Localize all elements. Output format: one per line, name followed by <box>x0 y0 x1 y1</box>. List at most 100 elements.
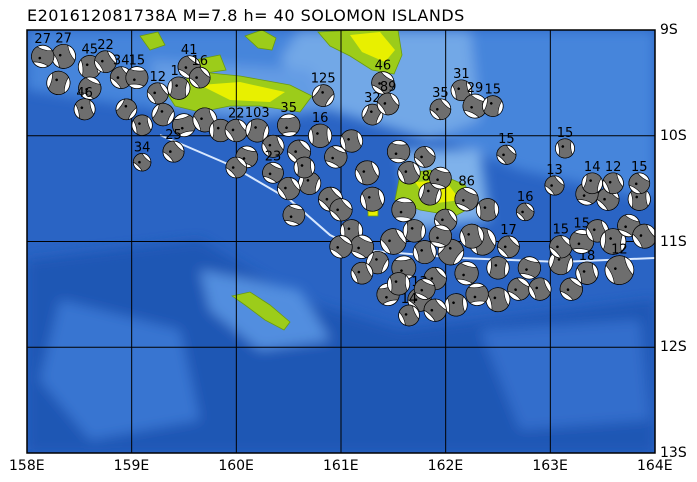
beachball <box>380 228 407 255</box>
beachball <box>434 208 458 232</box>
beachball <box>462 93 488 119</box>
beachball <box>359 186 385 212</box>
latitude-tick-label: 12S <box>660 339 687 356</box>
beachball <box>575 261 599 285</box>
beachball <box>132 152 152 172</box>
beachball <box>402 219 426 243</box>
focal-mechanisms: 2727452234461512154116252210335161253246… <box>31 31 655 327</box>
beachball <box>496 144 517 165</box>
beachball <box>602 172 624 195</box>
beachball <box>324 145 348 169</box>
depth-label: 86 <box>458 175 475 190</box>
beachball <box>528 277 552 301</box>
depth-label: 14 <box>584 160 601 175</box>
beachball <box>51 44 76 69</box>
beachball <box>329 198 353 222</box>
depth-label: 15 <box>631 160 648 175</box>
beachball <box>376 92 400 116</box>
beachball <box>454 187 479 212</box>
beachball <box>311 84 335 107</box>
beachball <box>454 261 479 286</box>
beachball <box>245 118 270 143</box>
beachball <box>554 138 576 159</box>
beachball <box>350 261 374 285</box>
depth-label: 125 <box>311 72 336 87</box>
depth-label: 35 <box>432 86 449 101</box>
depth-label: 16 <box>191 54 208 69</box>
beachball <box>391 197 417 223</box>
depth-label: 17 <box>500 223 517 238</box>
beachball <box>581 172 604 195</box>
beachball <box>397 161 421 185</box>
depth-label: 46 <box>76 86 93 101</box>
depth-label: 15 <box>573 217 590 232</box>
depth-label: 45 <box>82 43 99 58</box>
depth-label: 27 <box>55 31 72 46</box>
beachball <box>475 198 500 222</box>
beachball <box>544 175 565 196</box>
beachball <box>78 76 102 100</box>
beachball <box>167 76 191 100</box>
beachball <box>459 223 485 249</box>
depth-label: 35 <box>280 101 297 116</box>
depth-label: 32 <box>364 91 381 106</box>
depth-label: 12 <box>605 160 622 175</box>
beachball <box>277 113 301 137</box>
latitude-tick-label: 9S <box>660 22 678 38</box>
depth-label: 25 <box>165 128 182 143</box>
depth-label: 22 <box>97 38 114 53</box>
depth-label: 15 <box>485 83 502 98</box>
beachball <box>497 235 520 259</box>
depth-label: 15 <box>553 223 570 238</box>
beachball <box>387 140 411 164</box>
depth-label: 16 <box>312 111 329 126</box>
beachball <box>46 70 71 95</box>
depth-label: 34 <box>113 54 130 69</box>
depth-label: 34 <box>134 140 151 155</box>
beachball <box>599 228 627 255</box>
beachball <box>465 282 489 306</box>
depth-label: 31 <box>453 67 470 82</box>
beachball <box>486 256 510 280</box>
longitude-tick-label: 159E <box>113 458 150 474</box>
map-frame <box>26 29 656 454</box>
depth-label: 29 <box>467 81 484 96</box>
depth-label: 12 <box>150 70 167 85</box>
map-title: E201612081738A M=7.8 h= 40 SOLOMON ISLAN… <box>27 6 465 25</box>
beachball <box>444 293 468 317</box>
beachball <box>277 177 301 201</box>
beachball <box>628 172 651 195</box>
beachball <box>125 66 149 90</box>
beachball <box>293 156 316 179</box>
beachball <box>412 240 437 265</box>
beachball <box>73 98 96 121</box>
beachball <box>188 66 211 89</box>
longitude-tick-label: 161E <box>323 458 359 474</box>
latitude-tick-label: 13S <box>660 445 687 461</box>
depth-label: 23 <box>265 149 282 164</box>
longitude-tick-label: 163E <box>532 458 568 474</box>
beachball <box>172 113 196 138</box>
beachball <box>115 98 138 121</box>
beachball <box>428 224 452 248</box>
beachball <box>413 146 436 168</box>
depth-label: 22 <box>228 106 245 121</box>
beachball <box>632 223 655 249</box>
depth-label: 12 <box>611 243 628 258</box>
beachball <box>371 71 395 95</box>
beachball <box>329 235 353 259</box>
beachball <box>162 140 185 163</box>
beachball <box>262 162 284 184</box>
longitude-tick-label: 162E <box>427 458 464 474</box>
beachball <box>507 277 531 301</box>
bathymetry: 2727452234461512154116252210335161253246… <box>27 30 655 453</box>
beachball <box>604 255 635 285</box>
depth-label: 41 <box>181 43 198 58</box>
beachball <box>225 156 248 179</box>
depth-label: 16 <box>517 190 534 205</box>
beachball <box>549 235 573 259</box>
latitude-tick-label: 11S <box>660 233 687 250</box>
choiseul-island <box>244 30 277 51</box>
